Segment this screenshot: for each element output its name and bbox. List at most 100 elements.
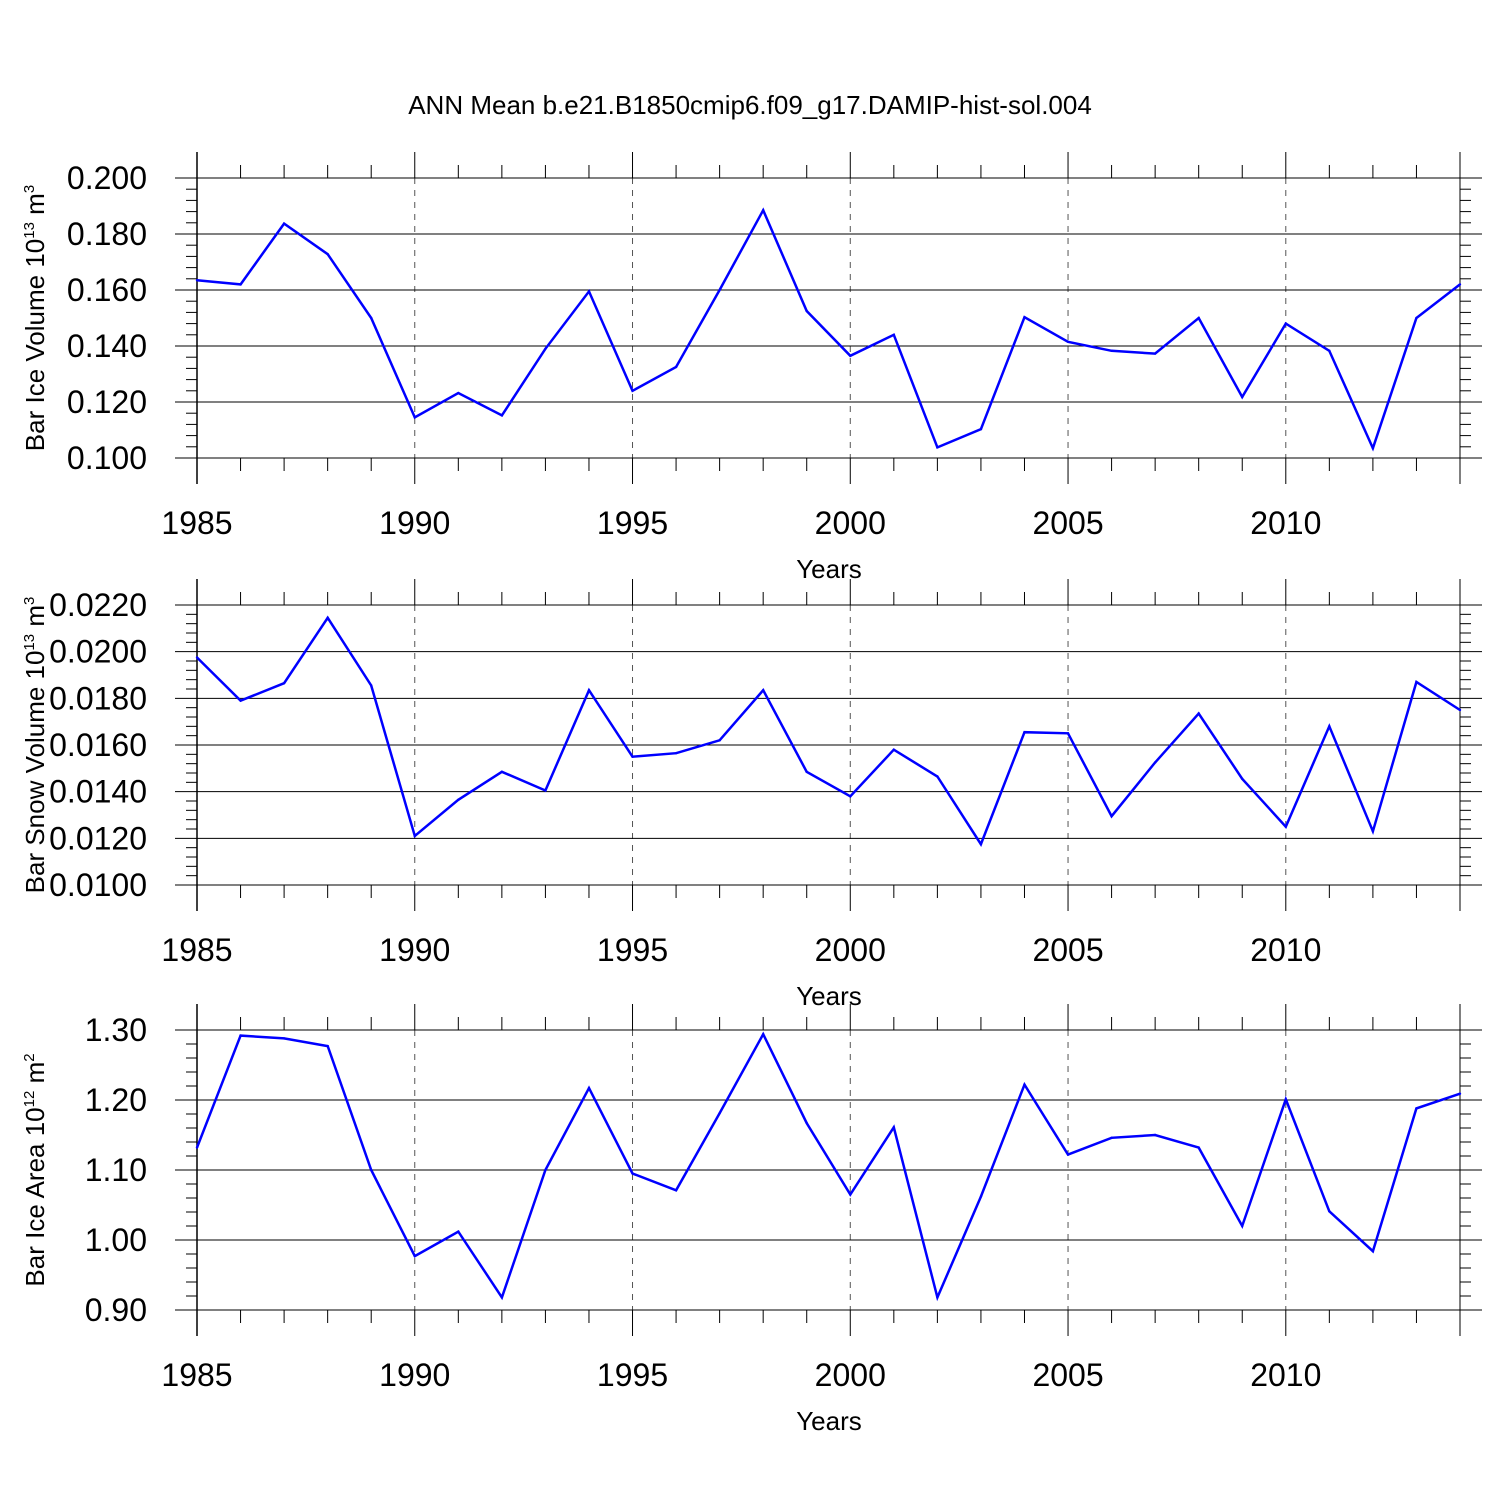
data-point	[413, 416, 416, 419]
data-point	[1197, 316, 1200, 320]
y-tick-label: 0.0200	[49, 634, 147, 670]
data-point	[1371, 447, 1375, 450]
data-point	[761, 688, 765, 692]
data-point	[849, 354, 852, 357]
data-point	[195, 656, 199, 659]
data-point	[1458, 708, 1462, 712]
data-point	[1328, 349, 1331, 352]
data-point	[1066, 340, 1070, 343]
data-point	[761, 1033, 765, 1036]
data-point	[761, 209, 765, 212]
data-point	[1371, 1250, 1375, 1253]
data-point	[1284, 322, 1287, 325]
y-tick-label: 0.120	[67, 384, 147, 420]
chart-title: ANN Mean b.e21.B1850cmip6.f09_g17.DAMIP-…	[408, 90, 1092, 120]
y-axis-title: Bar Ice Area 1012 m2	[20, 1053, 50, 1286]
data-point	[326, 252, 329, 256]
data-point	[936, 446, 939, 449]
data-point	[1023, 730, 1026, 734]
data-point	[1328, 725, 1331, 728]
data-point	[544, 789, 547, 792]
data-point	[674, 751, 678, 755]
data-point	[1415, 316, 1418, 320]
data-point	[718, 1112, 721, 1115]
y-tick-label: 0.0100	[49, 867, 147, 903]
x-tick-label: 2000	[815, 505, 886, 541]
x-tick-label: 2010	[1250, 505, 1321, 541]
data-point	[718, 739, 721, 742]
data-point	[892, 333, 896, 336]
data-point	[500, 414, 504, 417]
data-point	[718, 288, 721, 292]
data-point	[1241, 777, 1244, 781]
x-axis-title: Years	[796, 1406, 862, 1436]
data-point	[674, 365, 678, 369]
data-point	[979, 427, 983, 431]
x-tick-label: 1995	[597, 1357, 668, 1393]
data-point	[282, 222, 286, 225]
x-tick-label: 1990	[379, 505, 450, 541]
data-point	[1458, 283, 1462, 286]
x-tick-label: 1995	[597, 505, 668, 541]
data-point	[631, 389, 634, 392]
x-tick-label: 2010	[1250, 1357, 1321, 1393]
data-point	[1197, 712, 1200, 715]
data-point	[1328, 1210, 1331, 1213]
y-tick-label: 0.180	[67, 216, 147, 252]
data-point	[544, 347, 547, 350]
data-point	[370, 684, 373, 687]
y-tick-label: 0.0180	[49, 680, 147, 716]
y-axis-title: Bar Snow Volume 1013 m3	[20, 597, 50, 894]
data-point	[1197, 1146, 1200, 1149]
y-tick-label: 1.10	[85, 1152, 147, 1188]
y-tick-label: 0.100	[67, 440, 147, 476]
data-point	[326, 616, 329, 620]
series-line	[195, 1031, 1461, 1302]
data-point	[457, 1230, 460, 1233]
data-point	[370, 316, 373, 320]
x-tick-label: 2005	[1032, 932, 1103, 968]
y-tick-label: 0.200	[67, 160, 147, 196]
data-point	[326, 1044, 329, 1048]
data-point	[587, 290, 591, 293]
panel-1: 0.100 0.120 0.140 0.160 0.180 0.200 1985 1990 19…	[20, 152, 1482, 584]
y-tick-label: 0.0140	[49, 774, 147, 810]
series-line	[196, 207, 1461, 452]
y-tick-label: 0.0120	[49, 820, 147, 856]
x-axis-title: Years	[796, 554, 862, 584]
data-point	[1458, 1092, 1462, 1095]
data-point	[849, 1193, 852, 1196]
y-tick-label: 0.90	[85, 1292, 147, 1328]
data-point	[979, 1195, 983, 1198]
data-point	[1284, 1098, 1287, 1101]
y-tick-label: 0.140	[67, 328, 147, 364]
data-point	[413, 1254, 416, 1258]
data-point	[239, 1034, 242, 1037]
data-point	[1066, 732, 1070, 735]
y-tick-label: 0.160	[67, 272, 147, 308]
data-point	[413, 834, 416, 838]
x-tick-label: 2005	[1032, 1357, 1103, 1393]
data-point	[282, 1037, 286, 1040]
data-point	[195, 279, 199, 282]
data-point	[1241, 1224, 1244, 1228]
data-point	[1153, 1133, 1157, 1137]
series-line	[196, 615, 1461, 847]
x-tick-label: 2010	[1250, 932, 1321, 968]
x-tick-label: 1985	[161, 505, 232, 541]
data-point	[805, 309, 808, 313]
data-point	[1371, 830, 1375, 833]
data-point	[1415, 680, 1418, 684]
y-tick-label: 0.0220	[49, 587, 147, 623]
data-point	[195, 1146, 199, 1149]
x-tick-label: 1990	[379, 932, 450, 968]
data-point	[1110, 1136, 1113, 1140]
data-point	[457, 798, 460, 802]
data-point	[587, 1086, 591, 1090]
data-point	[1153, 352, 1157, 355]
data-point	[849, 795, 852, 798]
data-point	[239, 699, 242, 702]
data-point	[674, 1189, 678, 1192]
panel-3: 0.90 1.00 1.10 1.20 1.30 1985 1990 1995 2000 2005…	[20, 1004, 1482, 1436]
x-tick-label: 2005	[1032, 505, 1103, 541]
